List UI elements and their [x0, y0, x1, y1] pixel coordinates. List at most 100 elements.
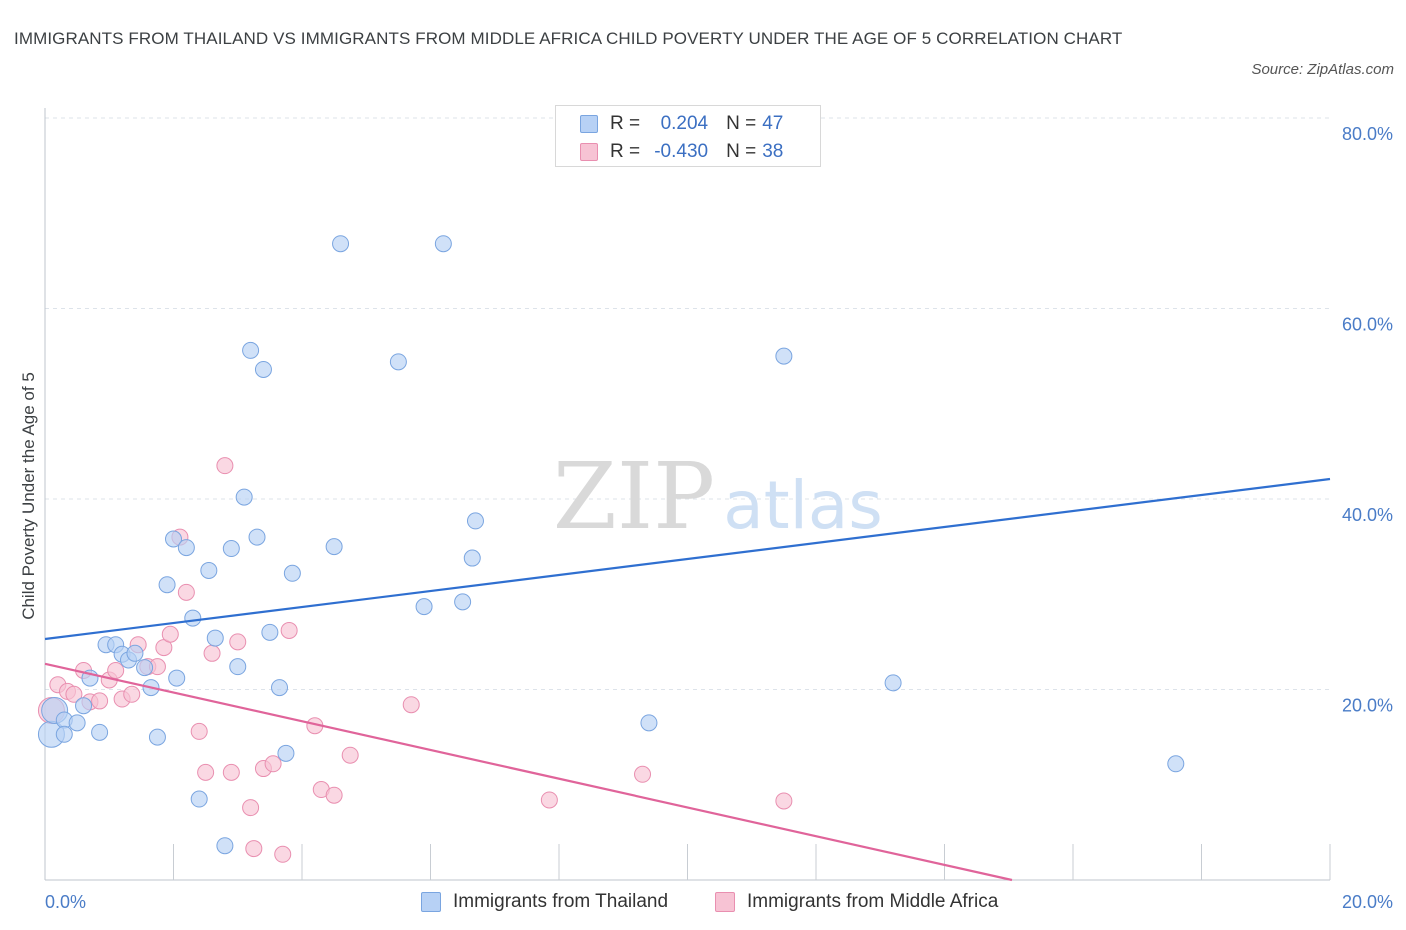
- africa-point: [197, 763, 215, 781]
- r-value: 0.204: [660, 113, 709, 134]
- gridlines: [45, 117, 1330, 690]
- n-label: N =: [726, 113, 757, 134]
- africa-point: [65, 685, 83, 703]
- africa-point: [264, 755, 282, 773]
- legend-label-africa: Immigrants from Middle Africa: [747, 891, 999, 912]
- africa-point: [229, 633, 247, 651]
- africa-point: [190, 722, 208, 740]
- watermark-zip: ZIP: [553, 443, 715, 550]
- thailand-point: [126, 644, 144, 662]
- thailand-point: [248, 528, 266, 546]
- thailand-point: [325, 538, 343, 556]
- thailand-point: [242, 341, 260, 359]
- africa-point: [216, 457, 234, 475]
- africa-point: [123, 685, 141, 703]
- thailand-point: [68, 714, 86, 732]
- africa-trend-line: [44, 662, 1013, 882]
- africa-point: [245, 840, 263, 858]
- thailand-point: [229, 658, 247, 676]
- thailand-point: [261, 623, 279, 641]
- africa-legend-swatch: [715, 892, 735, 912]
- thailand-point: [75, 697, 93, 715]
- thailand-point: [190, 790, 208, 808]
- data-points: [37, 235, 1185, 863]
- africa-point: [540, 791, 558, 809]
- r-value: -0.430: [654, 141, 709, 162]
- thailand-point: [91, 723, 109, 741]
- thailand-point: [216, 837, 234, 855]
- thailand-point: [254, 360, 272, 378]
- thailand-point: [200, 561, 218, 579]
- thailand-point: [415, 598, 433, 616]
- tick-labels: 20.0% 40.0% 60.0% 80.0% 0.0% 20.0%: [45, 124, 1393, 912]
- thailand-point: [148, 728, 166, 746]
- legend-item-africa[interactable]: Immigrants from Middle Africa: [715, 888, 998, 916]
- legend-row-thailand: R = 0.204 N = 47: [580, 111, 783, 137]
- stats-legend: R = 0.204 N = 47 R = -0.430 N = 38: [555, 105, 821, 167]
- legend-label-thailand: Immigrants from Thailand: [453, 891, 669, 912]
- thailand-point: [454, 593, 472, 611]
- thailand-point: [283, 564, 301, 582]
- thailand-legend-swatch: [421, 892, 441, 912]
- thailand-point: [158, 576, 176, 594]
- thailand-point: [235, 488, 253, 506]
- thailand-point: [136, 659, 154, 677]
- africa-point: [341, 746, 359, 764]
- thailand-point: [640, 714, 658, 732]
- axes: [44, 108, 1331, 881]
- thailand-point: [277, 744, 295, 762]
- r-label: R =: [610, 113, 641, 134]
- thailand-swatch: [580, 115, 598, 133]
- africa-point: [91, 692, 109, 710]
- chart-title: IMMIGRANTS FROM THAILAND VS IMMIGRANTS F…: [14, 29, 1123, 48]
- thailand-point: [332, 235, 350, 253]
- thailand-point: [1167, 755, 1185, 773]
- thailand-point: [271, 679, 289, 697]
- africa-point: [161, 625, 179, 643]
- watermark-atlas: atlas: [723, 467, 883, 544]
- trend-lines: [44, 477, 1331, 882]
- n-label: N =: [726, 141, 757, 162]
- x-tick-label: 0.0%: [45, 892, 86, 912]
- africa-point: [222, 763, 240, 781]
- n-value: 38: [762, 141, 784, 162]
- thailand-point: [55, 725, 73, 743]
- y-tick-label: 60.0%: [1342, 315, 1393, 335]
- thailand-point: [884, 674, 902, 692]
- africa-point: [634, 765, 652, 783]
- legend-row-africa: R = -0.430 N = 38: [580, 139, 783, 165]
- y-tick-label: 40.0%: [1342, 505, 1393, 525]
- thailand-point: [389, 353, 407, 371]
- n-value: 47: [762, 113, 784, 134]
- legend-item-thailand[interactable]: Immigrants from Thailand: [421, 888, 668, 916]
- series-legend: Immigrants from Thailand Immigrants from…: [0, 888, 1406, 916]
- africa-point: [402, 696, 420, 714]
- thailand-point: [165, 530, 182, 548]
- thailand-trend-line: [44, 477, 1331, 641]
- thailand-point: [466, 512, 484, 530]
- thailand-point: [463, 549, 481, 567]
- y-tick-label: 80.0%: [1342, 124, 1393, 144]
- thailand-point: [775, 347, 793, 365]
- africa-point: [325, 786, 343, 804]
- africa-point: [203, 644, 221, 662]
- africa-point: [775, 792, 793, 810]
- r-label: R =: [610, 141, 641, 162]
- africa-point: [274, 845, 292, 863]
- thailand-point: [177, 539, 195, 557]
- africa-swatch: [580, 143, 598, 161]
- thailand-point: [184, 609, 202, 627]
- y-tick-label: 20.0%: [1342, 696, 1393, 716]
- source-label: Source: ZipAtlas.com: [1251, 61, 1394, 78]
- x-tick-label: 20.0%: [1342, 892, 1393, 912]
- thailand-point: [222, 540, 240, 558]
- africa-point: [107, 661, 125, 679]
- africa-point: [280, 621, 298, 639]
- thailand-point: [206, 629, 224, 647]
- africa-point: [242, 799, 260, 817]
- thailand-point: [168, 669, 186, 687]
- y-axis-title: Child Poverty Under the Age of 5: [19, 372, 38, 620]
- watermark: ZIP atlas: [553, 443, 883, 550]
- africa-point: [177, 583, 195, 601]
